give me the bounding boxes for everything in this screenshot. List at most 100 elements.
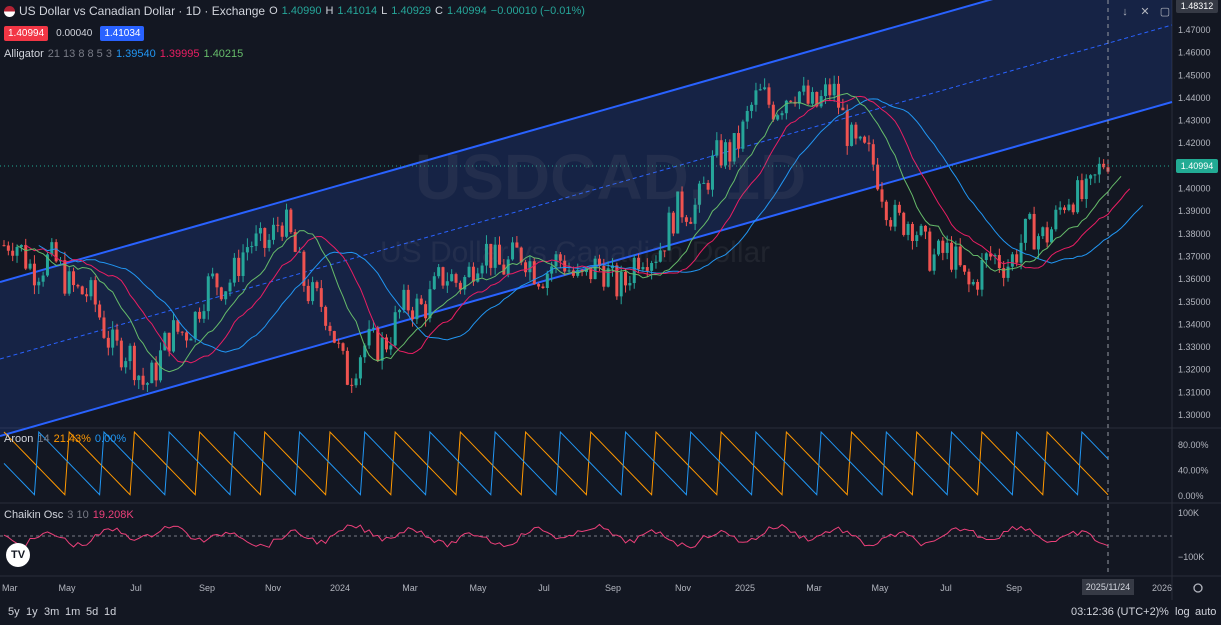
time-axis-label: May (58, 583, 76, 593)
aroon-legend[interactable]: Aroon 14 21.43% 0.00% (4, 433, 126, 445)
alligator-legend[interactable]: Alligator 21 13 8 8 5 3 1.39540 1.39995 … (4, 48, 243, 60)
candle-body (98, 304, 102, 318)
fullscreen-icon[interactable]: ✕ (1140, 6, 1150, 18)
candle-body (663, 250, 667, 252)
candle-body (354, 378, 358, 386)
candle-body (758, 89, 762, 91)
candle-body (1036, 236, 1040, 250)
candle-body (615, 265, 619, 297)
price-axis-label: 1.46000 (1178, 48, 1211, 58)
candle-body (1023, 218, 1027, 243)
candle-body (6, 245, 10, 251)
candle-body (167, 332, 171, 352)
aroon-name: Aroon (4, 433, 34, 445)
chaikin-params: 3 10 (67, 509, 89, 521)
candle-body (489, 243, 493, 268)
arrow-down-icon[interactable]: ↓ (1122, 6, 1128, 18)
candle-body (637, 257, 641, 270)
candle-body (428, 289, 432, 319)
candle-body (484, 243, 488, 266)
tradingview-logo[interactable]: TV (6, 543, 30, 567)
candle-body (1084, 178, 1088, 200)
candle-body (150, 362, 154, 384)
aroon-up: 21.43% (53, 433, 91, 445)
percent-toggle[interactable]: % (1159, 606, 1169, 618)
candle-body (502, 264, 506, 275)
alligator-jaw: 1.39540 (115, 48, 156, 60)
candle-body (19, 244, 23, 247)
watermark-symbol: USDCAD, 1D (415, 141, 807, 213)
symbol-title[interactable]: US Dollar vs Canadian Dollar · 1D · Exch… (19, 4, 266, 18)
candle-body (889, 220, 893, 227)
candle-body (232, 257, 236, 283)
candle-body (154, 362, 158, 381)
candle-body (237, 257, 241, 277)
buy-button[interactable]: 1.41034 (100, 26, 145, 41)
candle-body (337, 342, 341, 344)
timeframe-1d[interactable]: 1d (104, 606, 117, 618)
timeframe-3m[interactable]: 3m (44, 606, 60, 618)
close-label: C (435, 5, 443, 17)
candle-body (550, 266, 554, 274)
alligator-name: Alligator (4, 48, 44, 60)
time-axis-label: Jul (940, 583, 952, 593)
time-axis-label: Sep (605, 583, 621, 593)
candle-body (541, 286, 545, 289)
price-axis-label: 1.34000 (1178, 319, 1211, 329)
candle-body (367, 328, 371, 346)
candle-body (693, 204, 697, 224)
candle-body (63, 260, 67, 294)
timeframe-1m[interactable]: 1m (65, 606, 81, 618)
timeframe-1y[interactable]: 1y (26, 606, 38, 618)
chaikin-legend[interactable]: Chaikin Osc 3 10 19.208K (4, 509, 134, 521)
candle-body (328, 325, 332, 332)
candle-body (1015, 254, 1019, 263)
candle-body (72, 271, 76, 286)
candle-body (945, 242, 949, 253)
candle-body (754, 90, 758, 105)
candle-body (158, 350, 162, 381)
sell-button[interactable]: 1.40994 (4, 26, 49, 41)
candle-body (819, 96, 823, 107)
low-label: L (381, 5, 388, 17)
clock[interactable]: 03:12:36 (UTC+2) (1071, 606, 1160, 618)
candle-body (458, 282, 462, 290)
candle-body (571, 270, 575, 276)
settings-gear-icon[interactable] (1193, 583, 1203, 593)
candle-body (797, 91, 801, 104)
candle-body (454, 274, 458, 283)
candle-body (737, 133, 741, 149)
top-price-tag: 1.48312 (1176, 0, 1218, 13)
time-axis-label: Jul (130, 583, 142, 593)
candle-body (532, 261, 536, 285)
regression-channel-fill (0, 0, 1172, 436)
timeframe-5d[interactable]: 5d (86, 606, 99, 618)
candle-body (389, 345, 393, 350)
candle-body (163, 332, 167, 351)
candle-body (463, 277, 467, 290)
price-axis-label: 1.44000 (1178, 93, 1211, 103)
candle-body (741, 121, 745, 149)
chart-canvas[interactable]: 1.47000 1.46000 1.45000 1.44000 1.43000 1.420… (0, 0, 1221, 600)
chaikin-axis-label: −100K (1178, 552, 1204, 562)
candle-body (1067, 204, 1071, 211)
maximize-icon[interactable]: ▢ (1159, 6, 1171, 18)
log-toggle[interactable]: log (1175, 606, 1190, 618)
time-axis-label: May (469, 583, 487, 593)
candle-body (89, 280, 93, 297)
candle-body (380, 337, 384, 361)
chaikin-line (3, 523, 1109, 549)
candle-body (667, 212, 671, 251)
auto-toggle[interactable]: auto (1195, 606, 1217, 618)
candle-body (319, 288, 323, 307)
alligator-lips-line (16, 92, 1122, 373)
flag-icon (4, 5, 15, 17)
candle-body (515, 242, 519, 248)
timeframe-5y[interactable]: 5y (8, 606, 20, 618)
candle-body (384, 337, 388, 350)
aroon-up-line (3, 430, 1109, 496)
candle-body (558, 254, 562, 261)
candle-body (506, 259, 510, 275)
candle-body (728, 142, 732, 162)
candle-body (211, 273, 215, 277)
